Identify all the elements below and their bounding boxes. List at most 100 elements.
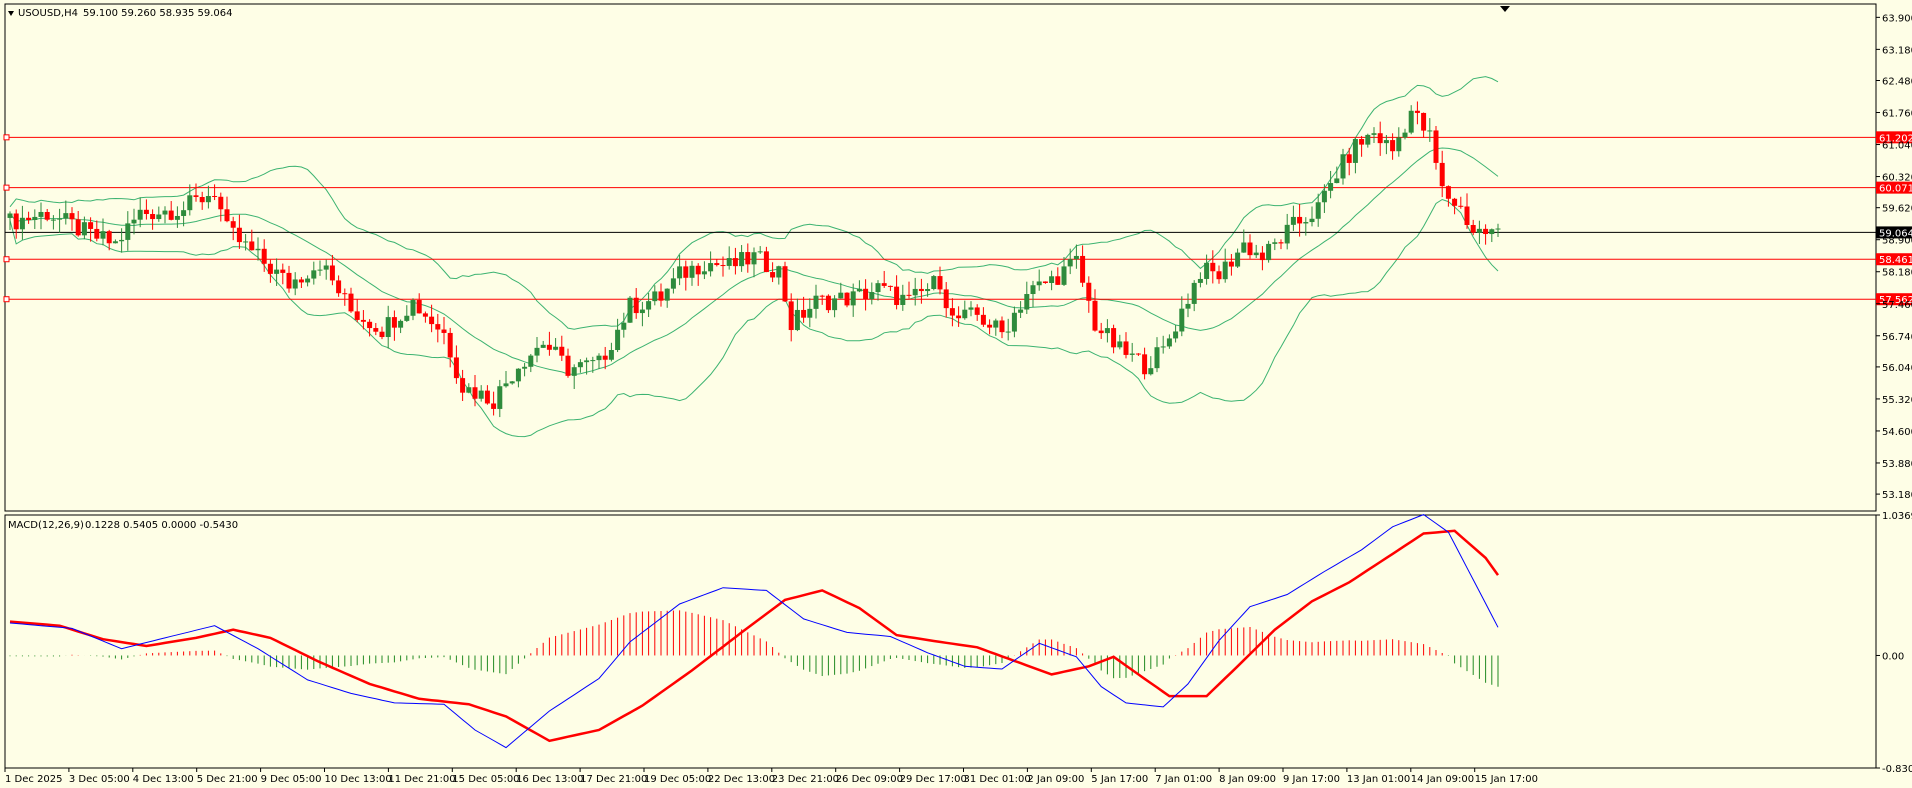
candle-body[interactable] bbox=[689, 265, 695, 278]
candle-body[interactable] bbox=[726, 258, 732, 266]
candle-body[interactable] bbox=[453, 357, 459, 379]
candle-body[interactable] bbox=[949, 308, 955, 316]
candle-body[interactable] bbox=[925, 289, 931, 292]
candle-body[interactable] bbox=[1439, 162, 1445, 187]
candle-body[interactable] bbox=[1470, 225, 1476, 233]
candle-body[interactable] bbox=[639, 309, 645, 314]
candle-body[interactable] bbox=[1129, 353, 1135, 355]
level-handle[interactable] bbox=[3, 296, 10, 303]
candle-body[interactable] bbox=[1247, 242, 1253, 256]
candle-body[interactable] bbox=[1073, 255, 1079, 260]
macd-pane[interactable]: 1.0369 0.00 -0.8307 MACD(12,26,9) 0.1228 0… bbox=[4, 511, 1912, 775]
candle-body[interactable] bbox=[88, 222, 94, 229]
candle-body[interactable] bbox=[298, 279, 304, 283]
candle-body[interactable] bbox=[565, 355, 571, 376]
candle-body[interactable] bbox=[1135, 353, 1141, 355]
candle-body[interactable] bbox=[900, 294, 906, 305]
candle-body[interactable] bbox=[391, 317, 397, 328]
candle-body[interactable] bbox=[131, 219, 137, 224]
candle-body[interactable] bbox=[162, 210, 168, 215]
horizontal-levels[interactable]: 61.202 60.071 58.461 57.562 59.064 bbox=[3, 131, 1912, 306]
candle-body[interactable] bbox=[528, 355, 534, 367]
candle-body[interactable] bbox=[1303, 222, 1309, 224]
candle-body[interactable] bbox=[199, 196, 205, 203]
level-handle[interactable] bbox=[3, 184, 10, 191]
candle-body[interactable] bbox=[236, 227, 242, 243]
candle-body[interactable] bbox=[1414, 110, 1420, 113]
candle-body[interactable] bbox=[739, 252, 745, 267]
candle-body[interactable] bbox=[243, 241, 249, 243]
candlesticks[interactable] bbox=[7, 101, 1501, 418]
candle-body[interactable] bbox=[168, 210, 174, 220]
candle-body[interactable] bbox=[460, 378, 466, 393]
candle-body[interactable] bbox=[1005, 331, 1011, 333]
candle-body[interactable] bbox=[1315, 202, 1321, 219]
candle-body[interactable] bbox=[7, 213, 13, 218]
candle-body[interactable] bbox=[143, 209, 149, 215]
candle-body[interactable] bbox=[1018, 309, 1024, 313]
candle-body[interactable] bbox=[1166, 338, 1172, 347]
candle-body[interactable] bbox=[1111, 328, 1117, 348]
candle-body[interactable] bbox=[156, 214, 162, 220]
candle-body[interactable] bbox=[546, 344, 552, 350]
candle-body[interactable] bbox=[1464, 206, 1470, 226]
candle-body[interactable] bbox=[540, 344, 546, 348]
candle-body[interactable] bbox=[1383, 140, 1389, 144]
candle-body[interactable] bbox=[931, 276, 937, 290]
candle-body[interactable] bbox=[422, 313, 428, 317]
candle-body[interactable] bbox=[962, 309, 968, 319]
candle-body[interactable] bbox=[1191, 282, 1197, 304]
candle-body[interactable] bbox=[509, 381, 515, 384]
candle-body[interactable] bbox=[81, 222, 87, 236]
candle-body[interactable] bbox=[993, 320, 999, 328]
candle-body[interactable] bbox=[342, 293, 348, 295]
candle-body[interactable] bbox=[1030, 285, 1036, 295]
candle-body[interactable] bbox=[906, 294, 912, 296]
candle-body[interactable] bbox=[590, 360, 596, 362]
candle-body[interactable] bbox=[1452, 198, 1458, 206]
candle-body[interactable] bbox=[435, 324, 441, 330]
candle-body[interactable] bbox=[584, 360, 590, 363]
candle-body[interactable] bbox=[1104, 328, 1110, 334]
candle-body[interactable] bbox=[832, 298, 838, 311]
candle-body[interactable] bbox=[720, 265, 726, 267]
candle-body[interactable] bbox=[230, 221, 236, 228]
candle-body[interactable] bbox=[484, 390, 490, 404]
candle-body[interactable] bbox=[782, 266, 788, 302]
candle-body[interactable] bbox=[57, 218, 63, 220]
candle-body[interactable] bbox=[44, 211, 50, 220]
candle-body[interactable] bbox=[887, 285, 893, 287]
candle-body[interactable] bbox=[856, 288, 862, 292]
candle-body[interactable] bbox=[894, 286, 900, 305]
candle-body[interactable] bbox=[1179, 308, 1185, 332]
candle-body[interactable] bbox=[794, 309, 800, 331]
candle-body[interactable] bbox=[119, 239, 125, 242]
candle-body[interactable] bbox=[224, 209, 230, 222]
candle-body[interactable] bbox=[181, 210, 187, 216]
candle-body[interactable] bbox=[429, 316, 435, 325]
candle-body[interactable] bbox=[305, 278, 311, 283]
candle-body[interactable] bbox=[1334, 178, 1340, 184]
level-handle[interactable] bbox=[3, 256, 10, 263]
candle-body[interactable] bbox=[788, 301, 794, 331]
candle-body[interactable] bbox=[212, 195, 218, 197]
candle-body[interactable] bbox=[441, 329, 447, 333]
candle-body[interactable] bbox=[1154, 347, 1160, 369]
candle-body[interactable] bbox=[1321, 190, 1327, 203]
candle-body[interactable] bbox=[621, 322, 627, 330]
candle-body[interactable] bbox=[956, 315, 962, 319]
candle-body[interactable] bbox=[1011, 312, 1017, 332]
candle-body[interactable] bbox=[1210, 262, 1216, 272]
candle-body[interactable] bbox=[1228, 261, 1234, 267]
candle-body[interactable] bbox=[571, 367, 577, 376]
candle-body[interactable] bbox=[13, 213, 19, 230]
candle-body[interactable] bbox=[1080, 255, 1086, 283]
level-handle[interactable] bbox=[3, 134, 10, 141]
candle-body[interactable] bbox=[1371, 133, 1377, 135]
candle-body[interactable] bbox=[1476, 228, 1482, 233]
candle-body[interactable] bbox=[844, 292, 850, 306]
candle-body[interactable] bbox=[1185, 303, 1191, 309]
candle-body[interactable] bbox=[850, 291, 856, 306]
candle-body[interactable] bbox=[751, 252, 757, 265]
candle-body[interactable] bbox=[280, 269, 286, 273]
